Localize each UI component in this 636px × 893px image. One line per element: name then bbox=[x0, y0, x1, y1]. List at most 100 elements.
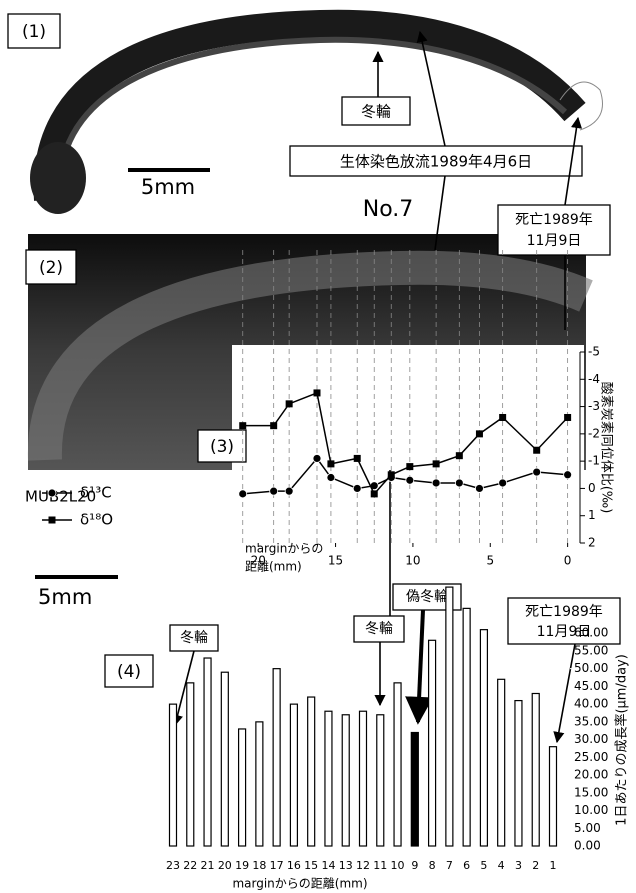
x-tick-label: 3 bbox=[515, 859, 522, 872]
point bbox=[285, 487, 293, 495]
y-tick-label: 50.00 bbox=[574, 661, 608, 675]
false-winter-ring-label: 偽冬輪 bbox=[406, 588, 448, 605]
bar bbox=[360, 711, 367, 846]
y-tick-label: -1 bbox=[588, 454, 600, 468]
y-tick-label: 25.00 bbox=[574, 750, 608, 764]
point bbox=[313, 454, 321, 462]
x-tick-label: 0 bbox=[564, 554, 572, 568]
point bbox=[432, 479, 440, 487]
panel-label: (3) bbox=[210, 437, 234, 457]
x-tick-label: 15 bbox=[328, 554, 343, 568]
bar bbox=[463, 608, 470, 846]
point bbox=[270, 422, 277, 429]
arrow bbox=[418, 610, 423, 722]
scale-label: 5mm bbox=[38, 585, 92, 609]
point bbox=[533, 468, 541, 476]
x-tick-label: 14 bbox=[321, 859, 335, 872]
shell-photo-1 bbox=[30, 24, 603, 214]
panel-label: (1) bbox=[22, 22, 46, 42]
point bbox=[564, 414, 571, 421]
point bbox=[286, 400, 293, 407]
chart-3-frame bbox=[232, 345, 584, 560]
legend-marker bbox=[48, 489, 56, 497]
point bbox=[533, 447, 540, 454]
bar bbox=[187, 683, 194, 846]
death-label: 死亡1989年 bbox=[515, 212, 593, 228]
point bbox=[433, 460, 440, 467]
x-tick-label: 15 bbox=[304, 859, 318, 872]
point bbox=[406, 463, 413, 470]
point bbox=[456, 452, 463, 459]
bar bbox=[498, 679, 505, 846]
bar bbox=[411, 733, 418, 846]
x-tick-label: 19 bbox=[235, 859, 249, 872]
y-tick-label: -5 bbox=[588, 345, 600, 359]
bar bbox=[170, 704, 177, 846]
point bbox=[327, 460, 334, 467]
legend-label: δ¹⁸O bbox=[80, 511, 113, 529]
winter-ring-label: 冬輪 bbox=[361, 103, 391, 121]
y-tick-label: 30.00 bbox=[574, 732, 608, 746]
x-tick-label: 6 bbox=[463, 859, 470, 872]
bar bbox=[308, 697, 315, 846]
x-tick-label: 5 bbox=[480, 859, 487, 872]
x-tick-label: 23 bbox=[166, 859, 180, 872]
point bbox=[313, 389, 320, 396]
y-tick-label: 10.00 bbox=[574, 803, 608, 817]
y-axis-label: 1日あたりの成長率(μm/day) bbox=[614, 654, 630, 826]
point bbox=[388, 471, 395, 478]
point bbox=[327, 474, 335, 482]
figure: (1) (2) (3) (4) 冬輪 生体染色放流1989年4月6日 5mm N… bbox=[0, 0, 636, 893]
point bbox=[239, 490, 247, 498]
y-tick-label: 5.00 bbox=[574, 821, 601, 835]
x-tick-label: 2 bbox=[532, 859, 539, 872]
point bbox=[564, 471, 572, 479]
winter-ring-label: 冬輪 bbox=[365, 620, 393, 637]
bar bbox=[429, 640, 436, 846]
death-label: 死亡1989年 bbox=[525, 604, 603, 620]
bar bbox=[480, 630, 487, 846]
arrow bbox=[557, 644, 575, 742]
x-tick-label: 1 bbox=[550, 859, 557, 872]
x-tick-label: 10 bbox=[405, 554, 420, 568]
panel-label: (4) bbox=[117, 662, 141, 682]
winter-ring-label: 冬輪 bbox=[180, 629, 208, 646]
x-tick-label: 5 bbox=[486, 554, 494, 568]
y-tick-label: 15.00 bbox=[574, 785, 608, 799]
x-tick-label: 4 bbox=[498, 859, 505, 872]
bar bbox=[273, 669, 280, 846]
x-axis-label: marginからの bbox=[245, 542, 323, 556]
bar bbox=[325, 711, 332, 846]
point bbox=[499, 479, 507, 487]
y-tick-label: 1 bbox=[588, 508, 596, 522]
bar bbox=[377, 715, 384, 846]
x-tick-label: 22 bbox=[183, 859, 197, 872]
death-label: 11月9日 bbox=[527, 233, 582, 249]
bar bbox=[256, 722, 263, 846]
point bbox=[406, 476, 414, 484]
y-axis-label: 酸素炭素同位体比(‰) bbox=[599, 382, 614, 514]
y-tick-label: -4 bbox=[588, 372, 600, 386]
x-tick-label: 16 bbox=[287, 859, 301, 872]
specimen-label: No.7 bbox=[363, 197, 414, 222]
point bbox=[499, 414, 506, 421]
y-tick-label: -2 bbox=[588, 426, 600, 440]
point bbox=[353, 484, 361, 492]
y-tick-label: 2 bbox=[588, 536, 596, 550]
legend-marker bbox=[49, 517, 56, 524]
y-tick-label: 0 bbox=[588, 481, 596, 495]
point bbox=[354, 455, 361, 462]
point bbox=[475, 484, 483, 492]
bar bbox=[550, 747, 557, 846]
x-tick-label: 8 bbox=[429, 859, 436, 872]
y-tick-label: 35.00 bbox=[574, 714, 608, 728]
bar bbox=[290, 704, 297, 846]
legend-label: δ¹³C bbox=[80, 484, 112, 502]
point bbox=[371, 490, 378, 497]
point bbox=[270, 487, 278, 495]
x-tick-label: 21 bbox=[201, 859, 215, 872]
y-tick-label: 60.00 bbox=[574, 626, 608, 640]
release-label: 生体染色放流1989年4月6日 bbox=[340, 153, 532, 171]
y-tick-label: 55.00 bbox=[574, 643, 608, 657]
bar bbox=[342, 715, 349, 846]
